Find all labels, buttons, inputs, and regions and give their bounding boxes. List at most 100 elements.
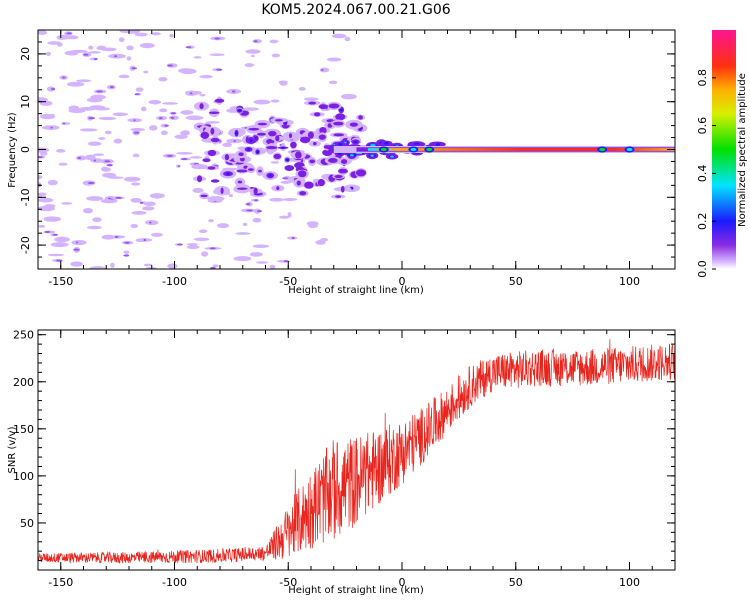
noise-speckle: [142, 206, 155, 211]
noise-speckle: [66, 81, 85, 87]
noise-speckle: [123, 176, 141, 182]
cluster-core: [210, 137, 220, 143]
noise-speckle: [193, 237, 210, 242]
noise-speckle: [98, 116, 117, 121]
cluster-core: [299, 136, 311, 144]
cluster-core: [290, 141, 297, 149]
snr-ticks: -150 -100 -50 0 50 100 50 100 150 200 250: [13, 329, 676, 589]
noise-speckle: [186, 243, 198, 246]
noise-speckle-core: [114, 55, 117, 58]
noise-speckle: [180, 130, 190, 136]
noise-speckle: [235, 232, 251, 235]
noise-speckle: [199, 75, 213, 79]
cluster-peak: [256, 150, 260, 154]
noise-speckle-core: [245, 203, 251, 206]
line-blob-peak: [370, 154, 375, 157]
spectrogram-heatmap: [38, 30, 675, 269]
noise-speckle: [126, 56, 132, 61]
noise-speckle: [162, 102, 178, 105]
noise-speckle: [38, 192, 47, 197]
noise-speckle-core: [233, 139, 236, 142]
noise-speckle: [208, 219, 214, 223]
noise-speckle: [326, 57, 342, 62]
noise-speckle: [140, 106, 147, 112]
cluster-peak: [226, 172, 230, 175]
noise-speckle: [331, 33, 347, 39]
noise-speckle-core: [246, 209, 253, 212]
cluster-core: [297, 170, 307, 178]
cluster-core: [200, 131, 210, 139]
y-tick-label: 0: [19, 146, 32, 153]
noise-speckle: [280, 180, 292, 184]
cluster-core: [220, 187, 224, 194]
noise-speckle: [169, 33, 174, 38]
carrier-bump-core: [410, 147, 417, 152]
cluster-core: [358, 115, 363, 120]
noise-speckle: [87, 141, 102, 146]
noise-speckle: [152, 100, 159, 105]
x-tick-label: -150: [48, 275, 73, 288]
cluster-core: [210, 127, 215, 135]
noise-speckle: [270, 99, 280, 103]
noise-speckle-core: [231, 90, 236, 93]
noise-speckle-core: [124, 241, 130, 244]
noise-speckle-core: [219, 140, 222, 143]
noise-speckle-core: [214, 37, 220, 40]
cluster-peak: [247, 148, 251, 151]
noise-speckle: [79, 128, 98, 132]
x-tick-label: 100: [619, 275, 640, 288]
noise-speckle: [38, 224, 46, 228]
noise-speckle: [45, 51, 51, 56]
cluster-core: [296, 180, 301, 186]
noise-speckle: [341, 93, 357, 100]
noise-speckle-core: [77, 157, 82, 160]
y-tick-label: 50: [20, 517, 34, 530]
noise-speckle-core: [158, 117, 163, 120]
noise-speckle: [319, 67, 330, 73]
line-blob-core: [338, 143, 343, 146]
noise-speckle: [46, 86, 56, 92]
cluster-core: [349, 122, 358, 127]
noise-speckle: [245, 49, 261, 54]
carrier-bump-core: [380, 147, 387, 152]
noise-speckle-core: [106, 164, 113, 167]
noise-speckle: [271, 53, 281, 58]
noise-speckle: [110, 262, 115, 268]
noise-speckle: [253, 99, 271, 105]
x-tick-label: 100: [619, 576, 640, 589]
noise-speckle: [92, 217, 102, 223]
cluster-core: [214, 98, 225, 103]
noise-speckle: [56, 149, 66, 153]
colorbar-tick-label: 0.6: [696, 117, 709, 135]
noise-speckle: [112, 112, 129, 117]
y-tick-label: 10: [19, 95, 32, 109]
noise-speckle: [149, 193, 165, 199]
noise-speckle: [186, 245, 200, 249]
cluster-core: [288, 133, 293, 139]
x-tick-label: -100: [162, 576, 187, 589]
noise-speckle: [174, 134, 188, 139]
noise-speckle: [143, 201, 156, 206]
noise-speckle-core: [283, 260, 288, 263]
noise-speckle: [126, 45, 134, 51]
noise-speckle: [76, 79, 92, 83]
noise-speckle-core: [131, 67, 138, 70]
cluster-core: [210, 179, 220, 183]
noise-speckle-core: [109, 86, 114, 89]
noise-speckle-core: [167, 64, 174, 67]
noise-speckle: [143, 263, 153, 267]
noise-speckle: [282, 197, 298, 202]
noise-speckle: [320, 238, 329, 242]
noise-speckle: [90, 94, 106, 100]
noise-speckle: [90, 158, 104, 163]
noise-speckle: [269, 39, 279, 44]
noise-speckle: [58, 162, 68, 166]
noise-speckle: [250, 54, 255, 58]
noise-speckle-core: [171, 112, 176, 115]
cluster-core: [313, 142, 317, 146]
cluster-core: [266, 146, 278, 150]
cluster-peak: [281, 146, 285, 149]
cluster-core: [338, 168, 348, 174]
